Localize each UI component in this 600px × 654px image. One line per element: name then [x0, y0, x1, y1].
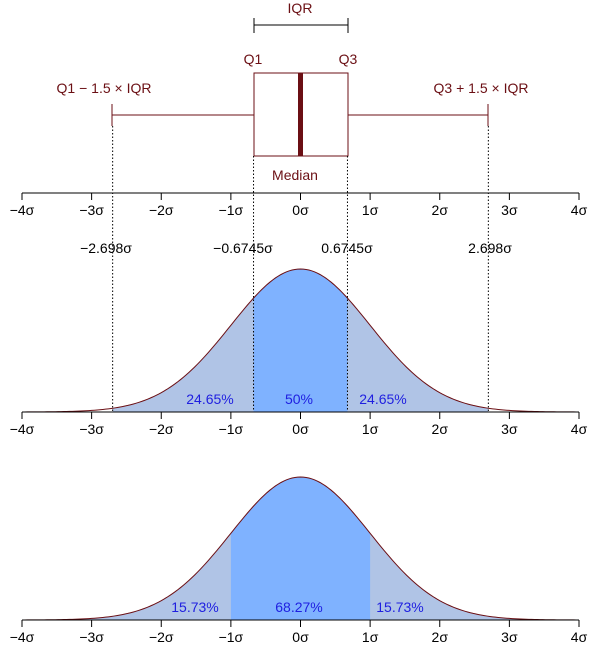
- top-axis-tick-label: −2σ: [149, 202, 174, 218]
- top-axis-tick-label: 4σ: [571, 202, 588, 218]
- sigma-axes: −4σ −3σ −2σ −1σ 0σ 1σ 2σ 3σ 4σ −4σ −3σ −2σ −1σ 0σ 1σ 2σ…: [10, 192, 588, 645]
- bottom-left-percent: 15.73%: [171, 599, 218, 615]
- bottom-density-curve: [21, 476, 580, 621]
- middle-sigma-axis: −4σ −3σ −2σ −1σ 0σ 1σ 2σ 3σ 4σ: [10, 411, 588, 437]
- top-sigma-axis: −4σ −3σ −2σ −1σ 0σ 1σ 2σ 3σ 4σ: [10, 192, 588, 218]
- bottom-density-panel: [21, 476, 580, 621]
- sigma-label-pos-q: 0.6745σ: [321, 240, 373, 256]
- sigma-label-pos-fence: 2.698σ: [468, 240, 512, 256]
- middle-axis-tick-label: −1σ: [219, 421, 244, 437]
- bottom-sigma-axis: −4σ −3σ −2σ −1σ 0σ 1σ 2σ 3σ 4σ: [10, 619, 588, 645]
- middle-left-percent: 24.65%: [186, 391, 233, 407]
- middle-density-curve: [21, 268, 580, 413]
- bottom-central-region: [230, 477, 371, 620]
- bottom-axis-tick-label: −2σ: [149, 629, 174, 645]
- middle-axis-tick-label: −3σ: [79, 421, 104, 437]
- middle-central-region: [253, 269, 348, 412]
- top-axis-tick-label: −4σ: [10, 202, 35, 218]
- sigma-label-neg-q: −0.6745σ: [213, 240, 273, 256]
- middle-axis-tick-label: 2σ: [432, 421, 449, 437]
- middle-axis-tick-label: 0σ: [292, 421, 309, 437]
- q3-label: Q3: [339, 51, 358, 67]
- middle-right-percent: 24.65%: [359, 391, 406, 407]
- bottom-right-percent: 15.73%: [376, 599, 423, 615]
- bottom-axis-tick-label: 4σ: [571, 629, 588, 645]
- top-axis-tick-label: 0σ: [292, 202, 309, 218]
- top-axis-tick-label: −1σ: [219, 202, 244, 218]
- top-axis-tick-label: 2σ: [432, 202, 449, 218]
- middle-axis-tick-label: −2σ: [149, 421, 174, 437]
- bottom-axis-tick-label: 3σ: [501, 629, 518, 645]
- bottom-axis-tick-label: 0σ: [292, 629, 309, 645]
- bottom-axis-tick-label: −1σ: [219, 629, 244, 645]
- boxplot-panel: [111, 18, 489, 157]
- middle-center-percent: 50%: [285, 391, 313, 407]
- bottom-center-percent: 68.27%: [275, 599, 322, 615]
- bottom-axis-tick-label: 2σ: [432, 629, 449, 645]
- bottom-axis-tick-label: 1σ: [362, 629, 379, 645]
- dotted-guide-lines: [112, 126, 489, 412]
- bottom-axis-tick-label: −3σ: [79, 629, 104, 645]
- q1-label: Q1: [244, 51, 263, 67]
- upper-fence-label: Q3 + 1.5 × IQR: [434, 80, 529, 96]
- top-axis-tick-label: −3σ: [79, 202, 104, 218]
- top-axis-tick-label: 3σ: [501, 202, 518, 218]
- bottom-axis-tick-label: −4σ: [10, 629, 35, 645]
- iqr-label: IQR: [288, 0, 313, 16]
- middle-axis-tick-label: 4σ: [571, 421, 588, 437]
- median-label: Median: [272, 167, 318, 183]
- lower-fence-label: Q1 − 1.5 × IQR: [57, 80, 152, 96]
- top-axis-tick-label: 1σ: [362, 202, 379, 218]
- middle-density-panel: [21, 268, 580, 413]
- sigma-label-neg-fence: −2.698σ: [80, 240, 132, 256]
- middle-axis-tick-label: −4σ: [10, 421, 35, 437]
- middle-axis-tick-label: 3σ: [501, 421, 518, 437]
- middle-axis-tick-label: 1σ: [362, 421, 379, 437]
